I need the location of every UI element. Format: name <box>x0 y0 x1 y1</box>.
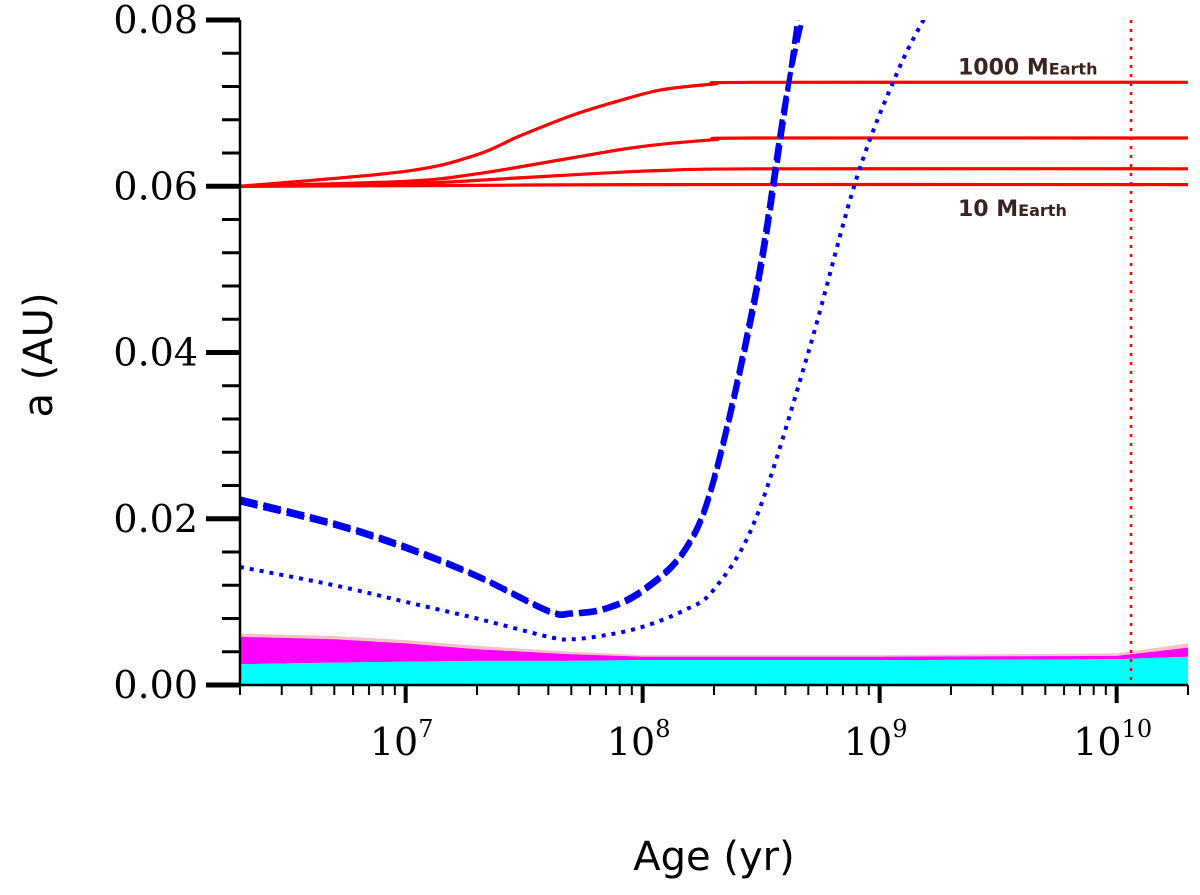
planet-300-mearth <box>240 136 1188 188</box>
x-tick-label: 107 <box>370 715 434 764</box>
corotation-dashed-b <box>240 20 800 619</box>
plot-area <box>240 20 1188 685</box>
planet-1000-mearth <box>240 80 1188 188</box>
axis-labels: Age (yr) a (AU) <box>16 292 795 880</box>
y-axis-label: a (AU) <box>16 292 62 417</box>
y-tick-label: 0.06 <box>113 164 198 208</box>
cyan-band <box>240 656 1188 685</box>
y-tick-label: 0.02 <box>113 497 198 541</box>
pink-band <box>240 633 1188 657</box>
y-tick-label: 0.04 <box>113 331 198 375</box>
planet-10-mearth <box>240 182 1188 188</box>
annotation-label: 1000 MEarth <box>958 56 1097 81</box>
y-tick-label: 0.00 <box>113 663 198 707</box>
x-tick-label: 108 <box>607 715 671 764</box>
annotation-label: 10 MEarth <box>958 197 1067 222</box>
annotations: 1000 MEarth 10 MEarth <box>958 56 1097 222</box>
axes: 0.00 0.02 0.04 0.06 0.08 107 108 109 1010 <box>113 0 1189 764</box>
corotation-dotted <box>240 20 926 642</box>
magenta-band <box>240 636 1188 665</box>
x-tick-label: 109 <box>844 715 908 764</box>
x-tick-label: 1010 <box>1073 715 1152 764</box>
y-tick-label: 0.08 <box>113 0 198 42</box>
planet-100-mearth <box>240 167 1188 188</box>
x-axis-label: Age (yr) <box>633 834 794 880</box>
